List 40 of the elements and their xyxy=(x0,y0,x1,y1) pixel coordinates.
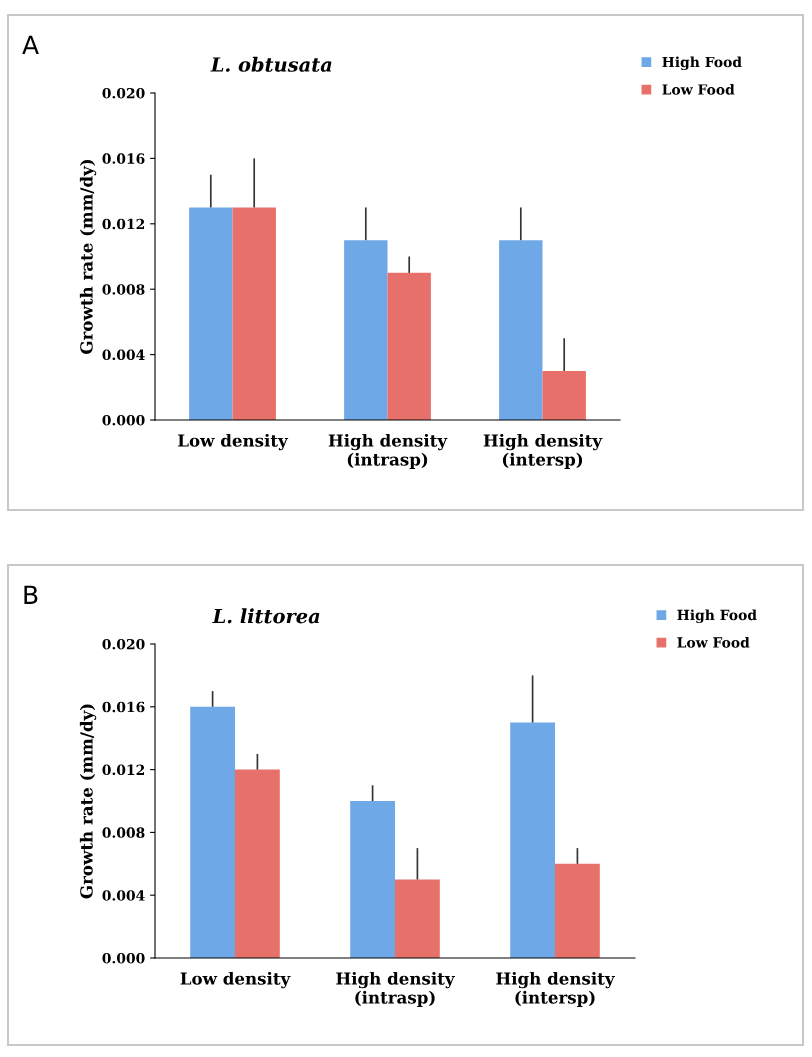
bar xyxy=(190,706,235,958)
x-tick-label: High density (intrasp) xyxy=(336,971,455,1007)
legend-label: High Food xyxy=(662,56,742,71)
y-tick-label: 0.004 xyxy=(102,349,145,361)
x-tick-label: High density (intersp) xyxy=(496,971,615,1007)
x-tick-label: High density (intrasp) xyxy=(328,433,448,469)
bar xyxy=(350,801,395,958)
bar xyxy=(499,240,543,420)
bar xyxy=(395,879,440,958)
bar xyxy=(232,207,276,420)
y-axis-title: Growth rate (mm/dy) xyxy=(79,159,97,354)
bar xyxy=(555,863,600,958)
x-tick-label: Low density xyxy=(178,433,289,451)
legend-label: Low Food xyxy=(662,83,735,95)
bar xyxy=(235,769,280,958)
y-tick-label: 0.012 xyxy=(102,218,145,230)
y-tick-label: 0.000 xyxy=(102,414,145,426)
bar xyxy=(542,370,586,420)
chart-title: L. littorea xyxy=(212,608,320,624)
y-axis-title: Growth rate (mm/dy) xyxy=(79,704,97,899)
y-tick-label: 0.020 xyxy=(102,87,145,99)
text: B xyxy=(24,585,38,604)
legend-label: Low Food xyxy=(677,636,750,648)
bar xyxy=(189,207,233,420)
y-tick-label: 0.008 xyxy=(102,284,145,295)
y-tick-label: 0.016 xyxy=(102,153,145,164)
bar xyxy=(344,240,388,420)
x-tick-label: Low density xyxy=(180,971,291,989)
legend-label: High Food xyxy=(677,609,757,624)
y-tick-label: 0.020 xyxy=(102,638,145,650)
y-tick-label: 0.000 xyxy=(102,952,145,964)
bar xyxy=(510,722,555,958)
x-tick-label: High density (intersp) xyxy=(483,433,603,469)
y-tick-label: 0.008 xyxy=(102,827,145,838)
chart-title: L. obtusata xyxy=(210,56,332,72)
y-tick-label: 0.004 xyxy=(102,890,145,901)
bar xyxy=(387,272,431,420)
y-tick-label: 0.016 xyxy=(102,701,145,713)
text: A xyxy=(22,35,39,54)
y-tick-label: 0.012 xyxy=(102,764,145,776)
